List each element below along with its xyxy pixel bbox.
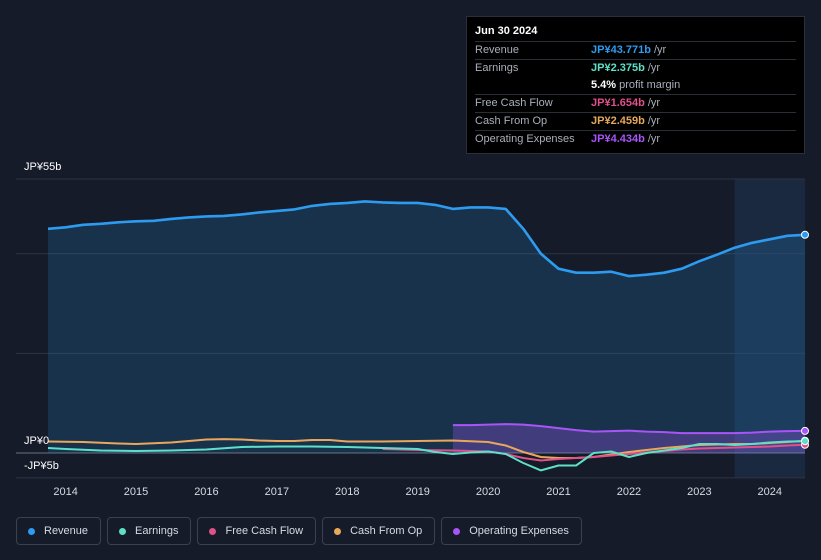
series-layer [48,201,809,470]
series-endpoint-earnings [802,438,809,445]
x-tick-label: 2023 [687,486,711,498]
x-tick-label: 2016 [194,486,218,498]
tooltip-row-label: Cash From Op [475,113,591,130]
tooltip-row-value: JP¥43.771b [591,42,651,59]
x-tick-label: 2022 [617,486,641,498]
tooltip-row-unit: /yr [648,60,660,77]
legend-label: Free Cash Flow [225,525,303,537]
tooltip-row: Operating Expenses JP¥4.434b/yr [475,130,796,148]
legend-label: Operating Expenses [469,525,569,537]
tooltip-row-label: Operating Expenses [475,131,591,148]
legend-label: Earnings [135,525,178,537]
tooltip-row: Revenue JP¥43.771b/yr [475,41,796,59]
tooltip-row: 5.4% profit margin [475,77,796,94]
tooltip-row-label: Earnings [475,60,591,77]
tooltip-row-value: JP¥2.459b [591,113,645,130]
tooltip-row-unit: profit margin [619,77,680,94]
series-endpoint-operating-expenses [802,427,809,434]
tooltip-row-unit: /yr [648,131,660,148]
tooltip-date: Jun 30 2024 [475,25,796,37]
chart-legend: Revenue Earnings Free Cash Flow Cash From O… [16,517,582,545]
tooltip-row-unit: /yr [648,113,660,130]
legend-item-free-cash-flow[interactable]: Free Cash Flow [197,517,316,545]
tooltip-row-value: JP¥2.375b [591,60,645,77]
legend-dot-icon [334,528,341,535]
legend-item-earnings[interactable]: Earnings [107,517,191,545]
tooltip-row-unit: /yr [654,42,666,59]
legend-dot-icon [28,528,35,535]
legend-label: Revenue [44,525,88,537]
x-tick-label: 2019 [405,486,429,498]
x-axis-ticks: 2014 2015 2016 2017 2018 2019 2020 2021 2022 2023… [53,486,782,498]
legend-label: Cash From Op [350,525,422,537]
x-tick-label: 2020 [476,486,500,498]
x-tick-label: 2024 [758,486,782,498]
series-area-revenue [48,201,805,453]
tooltip-row-label [475,77,591,94]
legend-dot-icon [119,528,126,535]
legend-dot-icon [209,528,216,535]
tooltip-row: Cash From Op JP¥2.459b/yr [475,112,796,130]
y-tick-label-top: JP¥55b [24,161,61,173]
series-endpoint-revenue [802,231,809,238]
tooltip-row-label: Free Cash Flow [475,95,591,112]
tooltip-row-unit: /yr [648,95,660,112]
x-tick-label: 2014 [53,486,77,498]
legend-item-revenue[interactable]: Revenue [16,517,101,545]
tooltip-row: Free Cash Flow JP¥1.654b/yr [475,94,796,112]
tooltip-row-value: JP¥1.654b [591,95,645,112]
tooltip-row-label: Revenue [475,42,591,59]
tooltip-row-value: JP¥4.434b [591,131,645,148]
y-tick-label-zero: JP¥0 [24,435,49,447]
x-tick-label: 2017 [265,486,289,498]
tooltip-row-value: 5.4% [591,77,616,94]
tooltip-row: Earnings JP¥2.375b/yr [475,59,796,77]
y-tick-label-bottom: -JP¥5b [24,460,59,472]
x-tick-label: 2015 [124,486,148,498]
legend-dot-icon [453,528,460,535]
data-tooltip: Jun 30 2024 Revenue JP¥43.771b/yr Earnings… [466,16,805,154]
x-tick-label: 2021 [546,486,570,498]
legend-item-operating-expenses[interactable]: Operating Expenses [441,517,582,545]
x-tick-label: 2018 [335,486,359,498]
legend-item-cash-from-op[interactable]: Cash From Op [322,517,435,545]
